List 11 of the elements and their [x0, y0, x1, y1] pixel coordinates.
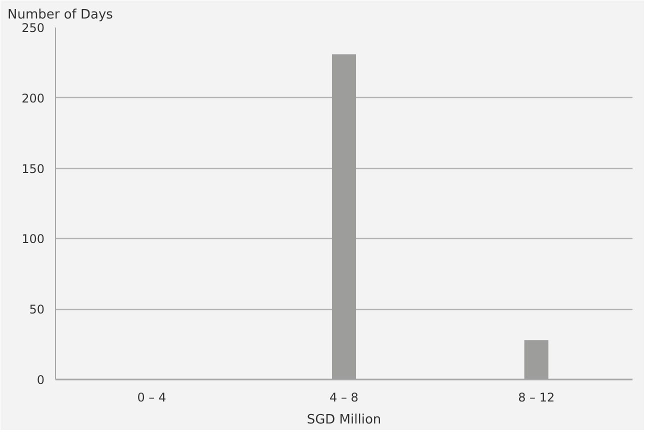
x-tick-label: 0 – 4 — [137, 390, 166, 404]
x-axis-title: SGD Million — [306, 412, 382, 428]
y-tick-label: 50 — [29, 302, 45, 317]
y-tick-label: 250 — [22, 21, 44, 35]
x-tick-label: 8 – 12 — [518, 390, 555, 404]
y-tick-label: 0 — [36, 373, 45, 387]
y-tick-label: 100 — [22, 232, 44, 246]
y-axis-title: Number of Days — [8, 8, 114, 22]
x-tick-label: 4 – 8 — [330, 390, 358, 404]
y-tick-label: 200 — [22, 91, 44, 106]
y-tick-label: 150 — [22, 162, 44, 176]
